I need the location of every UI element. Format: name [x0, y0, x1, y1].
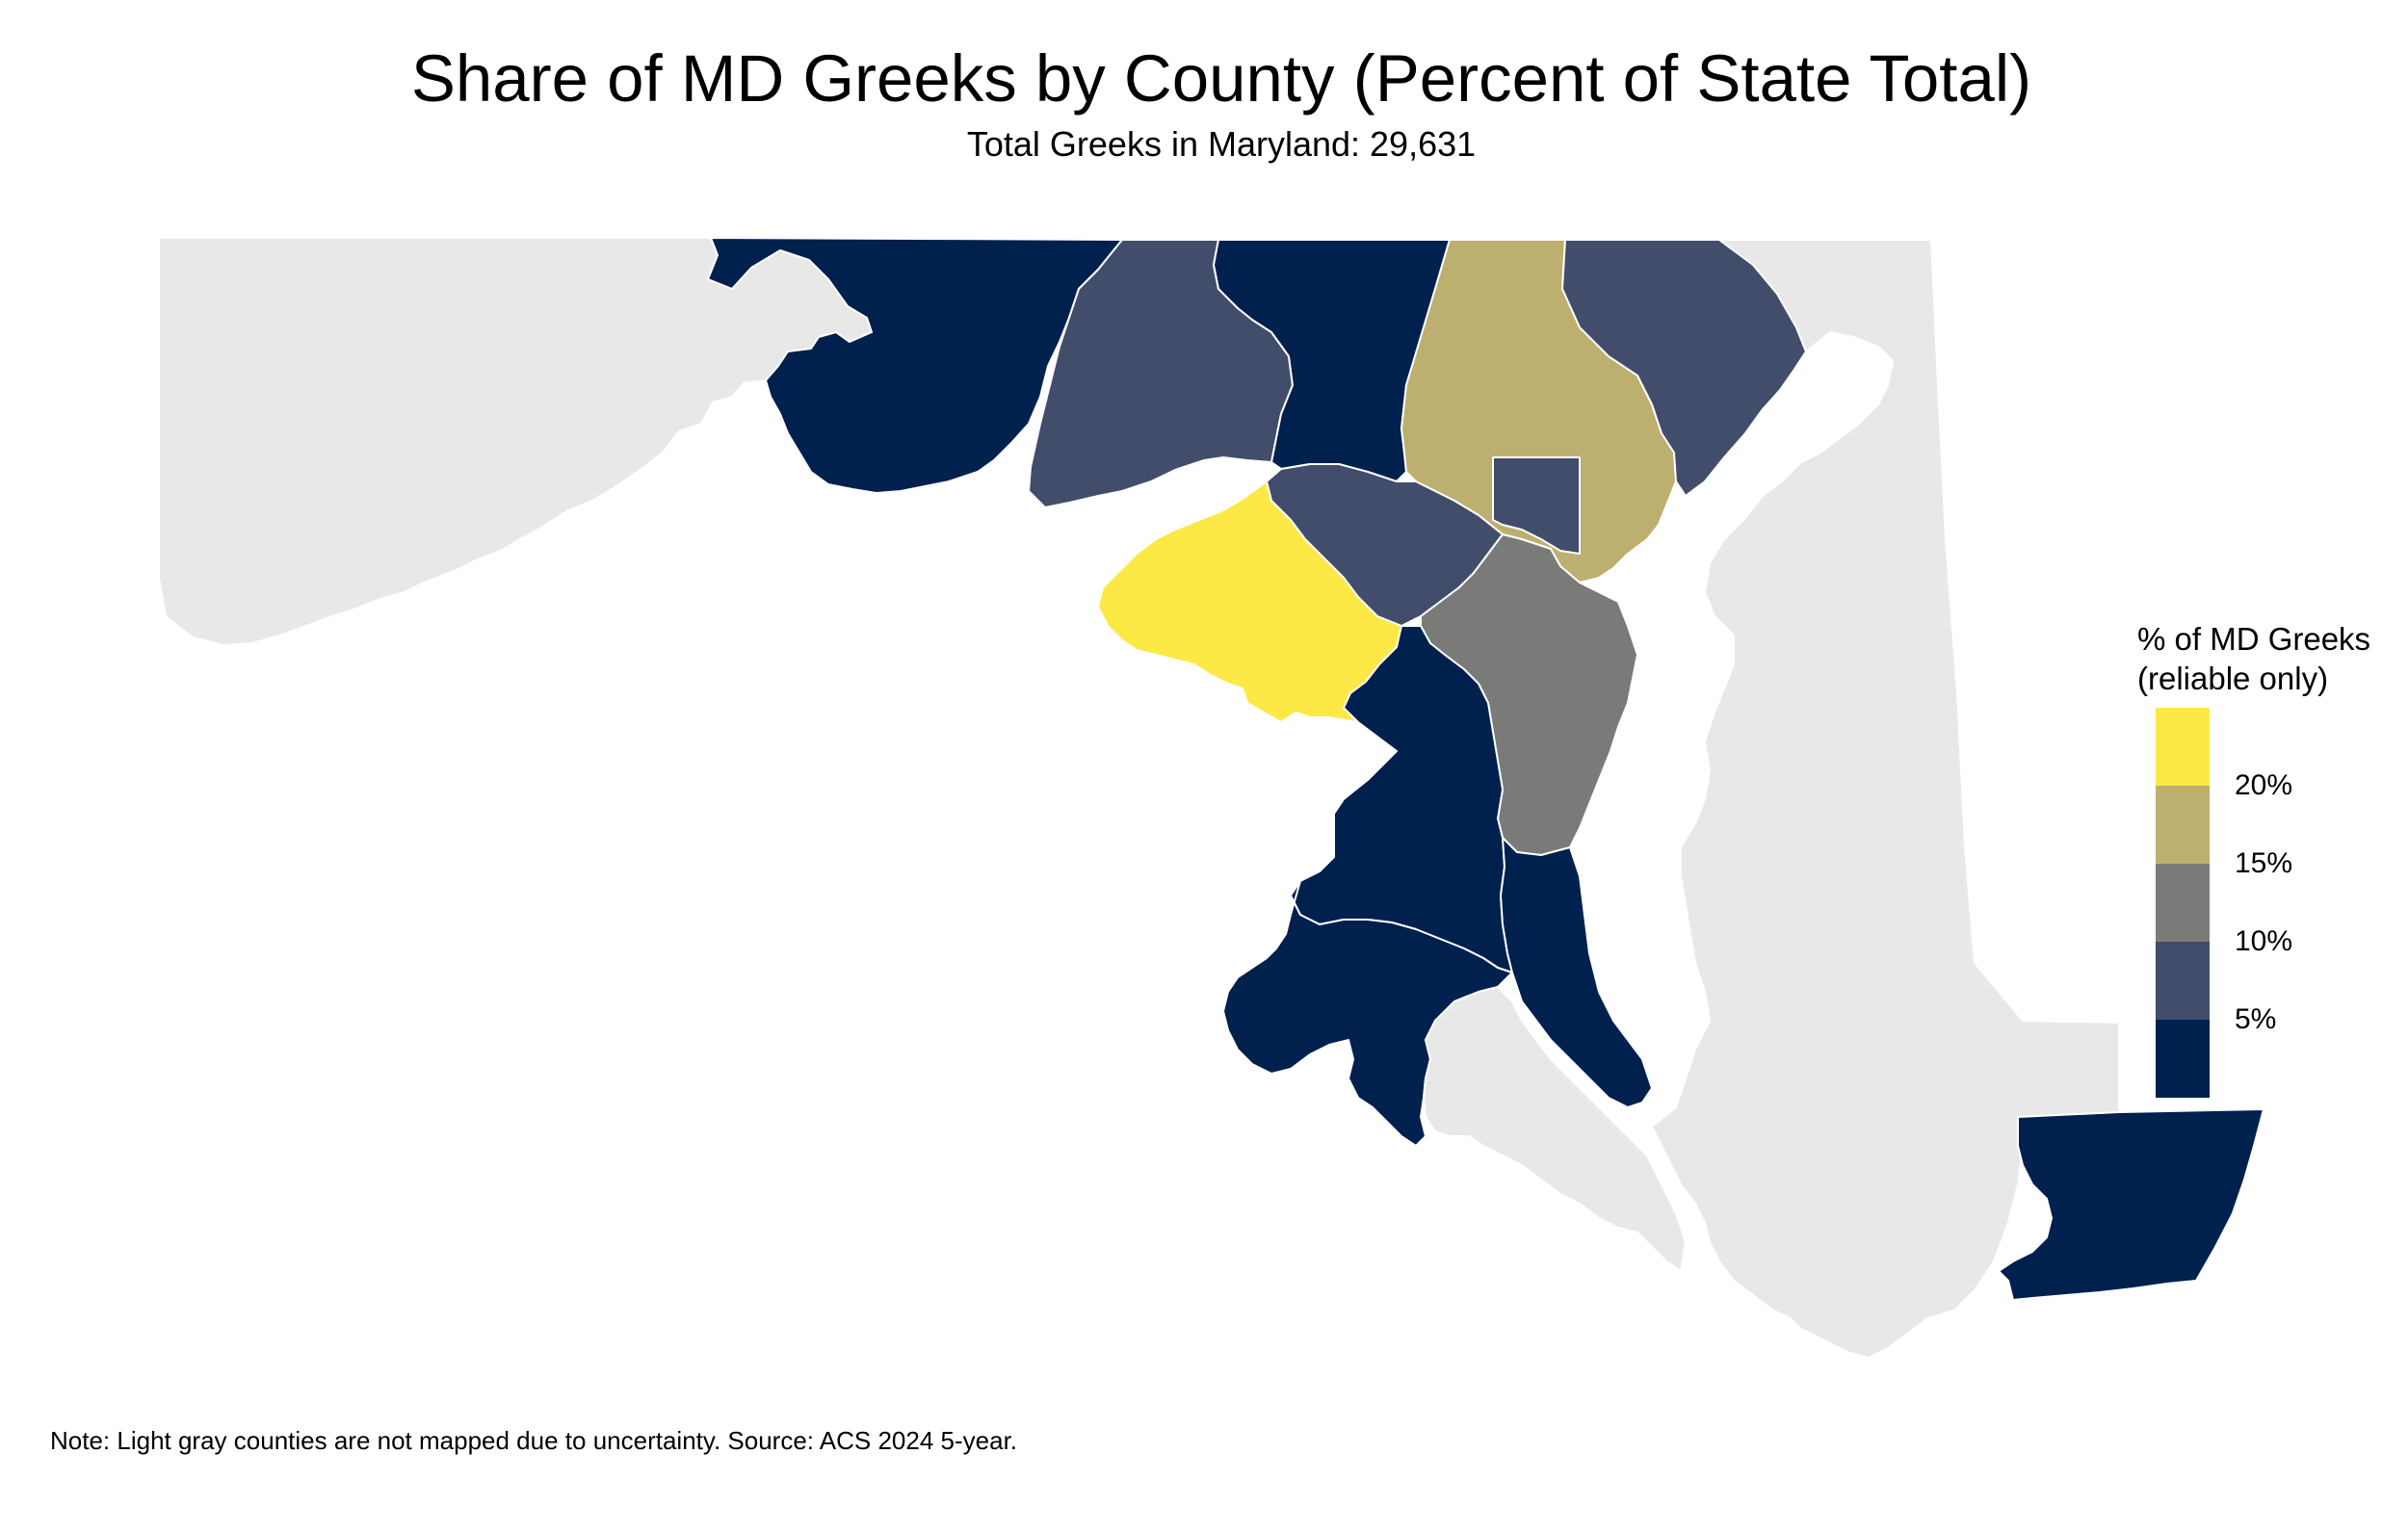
legend-key-lt5 [2156, 1020, 2210, 1098]
county-charles [1222, 880, 1513, 1147]
map-subtitle: Total Greeks in Maryland: 29,631 [966, 124, 1477, 164]
legend-label-10: 10% [2235, 925, 2293, 957]
county-montgomery [1097, 480, 1402, 723]
county-frederick [707, 237, 1123, 494]
county-baltimore-city [1492, 456, 1581, 555]
map-title: Share of MD Greeks by County (Percent of… [410, 41, 2032, 116]
county-calvert [1500, 837, 1653, 1108]
legend-label-20: 20% [2235, 769, 2293, 801]
legend-key-5-10 [2156, 942, 2210, 1020]
county-worcester [1998, 1108, 2264, 1301]
county-unmapped-western [158, 237, 873, 646]
legend-label-15: 15% [2235, 847, 2293, 879]
county-st-marys [1423, 986, 1687, 1272]
county-unmapped-eastern-shore [1651, 239, 2120, 1359]
legend-title-line1: % of MD Greeks [2137, 621, 2371, 657]
legend-key-20plus [2156, 708, 2210, 786]
legend-label-5: 5% [2235, 1003, 2277, 1035]
legend-key-10-15 [2156, 864, 2210, 942]
source-note: Note: Light gray counties are not mapped… [50, 1426, 1018, 1455]
legend-key-15-20 [2156, 786, 2210, 864]
legend-title-line2: (reliable only) [2137, 661, 2329, 696]
